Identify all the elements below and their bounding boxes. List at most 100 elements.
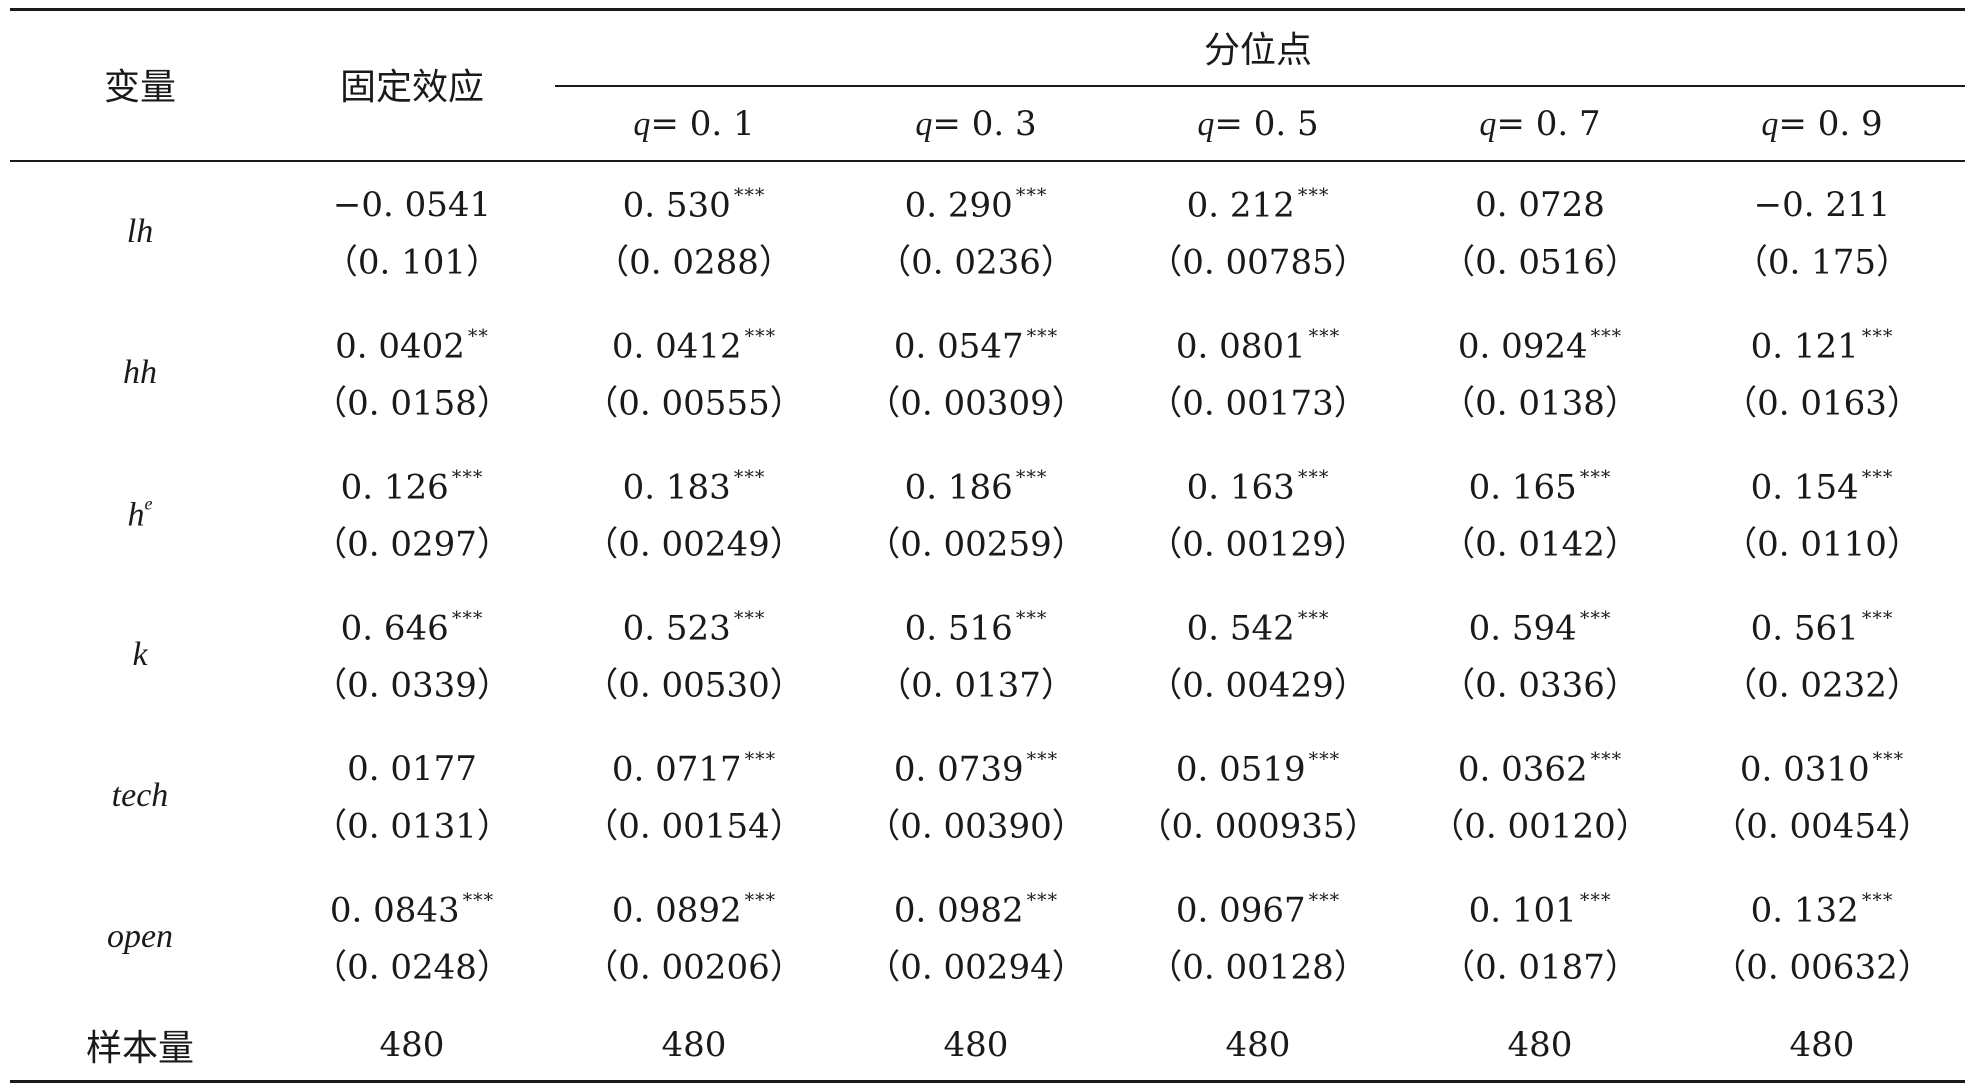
significance-stars: ***: [744, 889, 777, 912]
variable-name: hh: [123, 354, 157, 391]
standard-error-cell: （0. 0516）: [1441, 242, 1639, 283]
significance-stars: ***: [744, 325, 777, 348]
coefficient-value: 0. 530: [622, 185, 731, 226]
coefficient-value: 0. 0310: [1739, 749, 1870, 790]
coefficient-cell: 0. 126 ***: [341, 467, 484, 508]
header-bottom-rule: [10, 160, 1965, 162]
standard-error-cell: （0. 00530）: [584, 665, 804, 706]
standard-error-cell: （0. 0339）: [313, 665, 511, 706]
standard-error-cell: （0. 00555）: [584, 383, 804, 424]
row-variable-he: he: [128, 494, 153, 535]
coefficient-cell: 0. 101 ***: [1469, 890, 1612, 931]
coefficient-value: 0. 0519: [1175, 749, 1306, 790]
coefficient-cell: 0. 121 ***: [1751, 326, 1894, 367]
coefficient-cell: 0. 0728: [1475, 185, 1605, 225]
coefficient-value: 0. 646: [340, 608, 449, 649]
sample-size-value: 480: [661, 1025, 727, 1065]
significance-stars: ***: [1861, 466, 1894, 489]
significance-stars: ***: [1297, 184, 1330, 207]
row-variable-open: open: [107, 918, 173, 956]
standard-error-cell: （0. 00390）: [866, 806, 1086, 847]
quantile-symbol: q: [1761, 106, 1779, 143]
significance-stars: ***: [1026, 325, 1059, 348]
header-fixed-effect: 固定效应: [339, 67, 485, 108]
coefficient-value: 0. 0924: [1457, 326, 1588, 367]
coefficient-value: 0. 0717: [611, 749, 742, 790]
coefficient-value: 0. 121: [1750, 326, 1859, 367]
header-variable: 变量: [103, 67, 177, 108]
coefficient-cell: 0. 165 ***: [1469, 467, 1612, 508]
standard-error-cell: （0. 0137）: [877, 665, 1075, 706]
header-quantile-1: q= 0. 1: [633, 104, 754, 144]
coefficient-value: 0. 0547: [893, 326, 1024, 367]
coefficient-cell: 0. 132 ***: [1751, 890, 1894, 931]
standard-error-cell: （0. 00120）: [1430, 806, 1650, 847]
significance-stars: ***: [733, 607, 766, 630]
standard-error-cell: （0. 00309）: [866, 383, 1086, 424]
top-rule: [10, 8, 1965, 11]
sample-size-value: 480: [1789, 1025, 1855, 1065]
standard-error-cell: （0. 0131）: [313, 806, 511, 847]
significance-stars: ***: [1015, 607, 1048, 630]
coefficient-cell: 0. 0717 ***: [612, 749, 776, 790]
header-quantile-4: q= 0. 7: [1479, 104, 1600, 144]
coefficient-value: 0. 165: [1468, 467, 1577, 508]
coefficient-value: 0. 0728: [1475, 185, 1605, 225]
coefficient-value: 0. 594: [1468, 608, 1577, 649]
coefficient-value: 0. 186: [904, 467, 1013, 508]
coefficient-cell: 0. 0924 ***: [1458, 326, 1622, 367]
coefficient-value: 0. 523: [622, 608, 731, 649]
standard-error-cell: （0. 00429）: [1148, 665, 1368, 706]
standard-error-cell: （0. 175）: [1733, 242, 1911, 283]
standard-error-cell: （0. 0142）: [1441, 524, 1639, 565]
coefficient-value: 0. 154: [1750, 467, 1859, 508]
significance-stars: ***: [1308, 748, 1341, 771]
coefficient-value: 0. 0982: [893, 890, 1024, 931]
coefficient-cell: 0. 0519 ***: [1176, 749, 1340, 790]
coefficient-value: 0. 561: [1750, 608, 1859, 649]
standard-error-cell: （0. 00294）: [866, 947, 1086, 988]
coefficient-cell: 0. 646 ***: [341, 608, 484, 649]
coefficient-cell: 0. 561 ***: [1751, 608, 1894, 649]
quantile-value: = 0. 1: [650, 104, 755, 144]
standard-error-cell: （0. 0158）: [313, 383, 511, 424]
standard-error-cell: （0. 00129）: [1148, 524, 1368, 565]
quantile-value: = 0. 9: [1778, 104, 1883, 144]
header-quantile-3: q= 0. 5: [1197, 104, 1318, 144]
header-quantile-2: q= 0. 3: [915, 104, 1036, 144]
coefficient-value: 0. 212: [1186, 185, 1295, 226]
significance-stars: ***: [451, 466, 484, 489]
variable-name: open: [106, 918, 174, 955]
row-variable-lh: lh: [127, 213, 153, 251]
coefficient-cell: 0. 0177: [347, 749, 477, 789]
significance-stars: ***: [1861, 325, 1894, 348]
sample-size-label: 样本量: [85, 1028, 195, 1069]
significance-stars: ***: [1015, 466, 1048, 489]
quantile-symbol: q: [633, 106, 651, 143]
coefficient-value: 0. 290: [904, 185, 1013, 226]
standard-error-cell: （0. 00173）: [1148, 383, 1368, 424]
significance-stars: **: [467, 325, 489, 348]
standard-error-cell: （0. 000935）: [1137, 806, 1379, 847]
coefficient-cell: 0. 530 ***: [623, 185, 766, 226]
coefficient-value: 0. 0967: [1175, 890, 1306, 931]
sample-size-value: 480: [943, 1025, 1009, 1065]
variable-name: k: [132, 636, 148, 673]
coefficient-value: 0. 132: [1750, 890, 1859, 931]
significance-stars: ***: [744, 748, 777, 771]
quantile-symbol: q: [1479, 106, 1497, 143]
coefficient-cell: 0. 0892 ***: [612, 890, 776, 931]
coefficient-value: 0. 101: [1468, 890, 1577, 931]
coefficient-cell: 0. 594 ***: [1469, 608, 1612, 649]
row-variable-k: k: [132, 636, 147, 674]
standard-error-cell: （0. 00632）: [1712, 947, 1932, 988]
coefficient-value: 0. 183: [622, 467, 731, 508]
bottom-rule: [10, 1080, 1965, 1083]
coefficient-value: 0. 0177: [347, 749, 477, 789]
coefficient-cell: 0. 0362 ***: [1458, 749, 1622, 790]
significance-stars: ***: [1872, 748, 1905, 771]
significance-stars: ***: [1308, 889, 1341, 912]
coefficient-cell: 0. 0801 ***: [1176, 326, 1340, 367]
coefficient-cell: −0. 0541: [333, 185, 491, 225]
coefficient-cell: −0. 211: [1754, 185, 1891, 225]
